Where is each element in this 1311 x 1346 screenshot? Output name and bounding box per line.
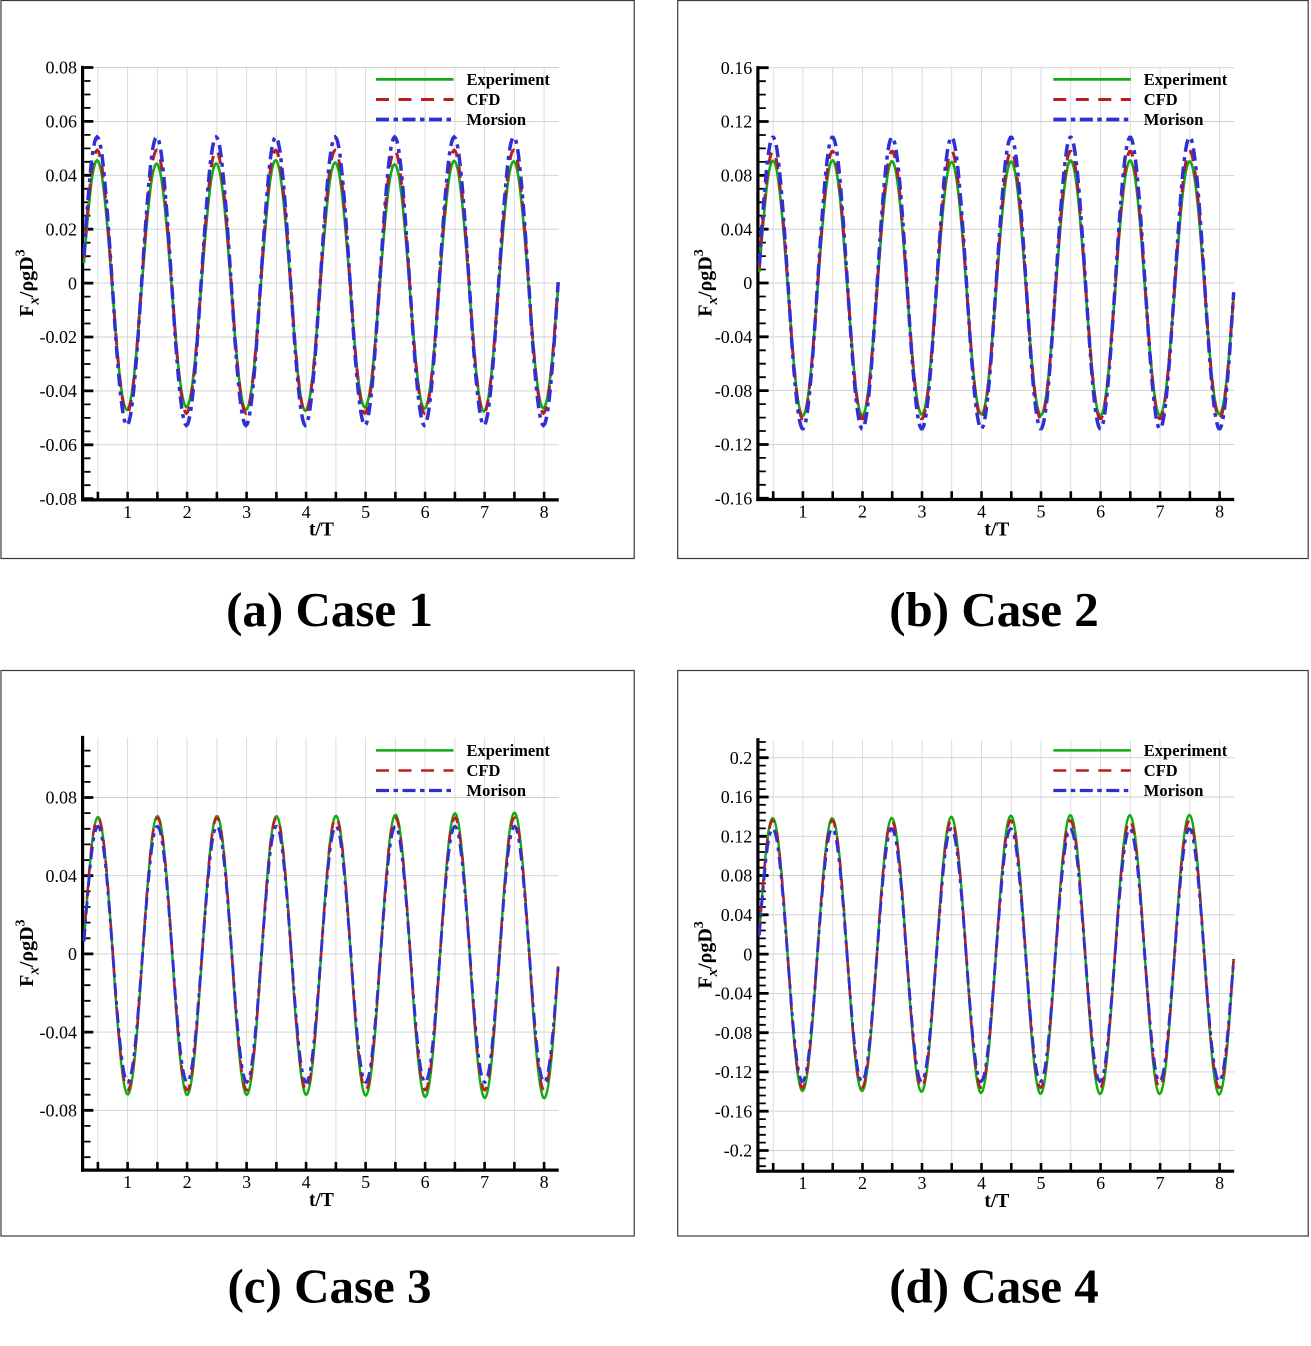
svg-text:(a) Case 1: (a) Case 1: [226, 582, 433, 637]
svg-text:Experiment: Experiment: [467, 70, 551, 89]
svg-text:-0.08: -0.08: [40, 489, 78, 509]
svg-text:7: 7: [1156, 1173, 1165, 1193]
svg-text:CFD: CFD: [1144, 90, 1178, 109]
svg-text:8: 8: [1215, 502, 1224, 522]
svg-text:Fx/ρgD3: Fx/ρgD3: [692, 921, 721, 988]
svg-text:1: 1: [123, 502, 132, 522]
svg-text:Morsion: Morsion: [467, 110, 527, 129]
svg-text:3: 3: [918, 502, 927, 522]
svg-text:(d) Case 4: (d) Case 4: [889, 1259, 1099, 1314]
svg-text:0: 0: [68, 273, 77, 293]
svg-text:Fx/ρgD3: Fx/ρgD3: [14, 919, 43, 986]
svg-text:-0.04: -0.04: [40, 381, 78, 401]
svg-text:4: 4: [302, 1172, 311, 1192]
svg-text:0.06: 0.06: [46, 112, 78, 132]
svg-text:CFD: CFD: [467, 90, 501, 109]
svg-text:7: 7: [480, 1172, 489, 1192]
svg-text:-0.08: -0.08: [40, 1101, 78, 1121]
svg-text:0.02: 0.02: [46, 219, 78, 239]
svg-text:2: 2: [858, 502, 867, 522]
svg-text:0.08: 0.08: [721, 166, 753, 186]
svg-text:2: 2: [183, 502, 192, 522]
svg-text:1: 1: [123, 1172, 132, 1192]
svg-text:Morison: Morison: [1144, 781, 1204, 800]
svg-text:2: 2: [183, 1172, 192, 1192]
svg-text:-0.06: -0.06: [40, 435, 78, 455]
svg-text:6: 6: [421, 502, 430, 522]
svg-text:-0.04: -0.04: [715, 327, 753, 347]
svg-text:7: 7: [480, 502, 489, 522]
svg-text:0.04: 0.04: [46, 166, 78, 186]
svg-text:1: 1: [798, 502, 807, 522]
svg-text:Experiment: Experiment: [1144, 70, 1228, 89]
svg-text:-0.04: -0.04: [715, 984, 753, 1004]
svg-text:Experiment: Experiment: [467, 741, 551, 760]
svg-text:-0.08: -0.08: [715, 1023, 753, 1043]
svg-text:CFD: CFD: [467, 761, 501, 780]
svg-text:6: 6: [1096, 502, 1105, 522]
svg-text:0.16: 0.16: [721, 58, 753, 78]
svg-text:-0.08: -0.08: [715, 381, 753, 401]
svg-text:Fx/ρgD3: Fx/ρgD3: [692, 249, 721, 316]
svg-text:8: 8: [540, 1172, 549, 1192]
svg-text:0.16: 0.16: [721, 787, 753, 807]
svg-text:t/T: t/T: [984, 1191, 1009, 1212]
svg-text:5: 5: [1037, 1173, 1046, 1193]
svg-text:0: 0: [68, 944, 77, 964]
svg-text:0.08: 0.08: [46, 788, 78, 808]
svg-text:0.04: 0.04: [721, 905, 753, 925]
svg-text:-0.16: -0.16: [715, 489, 753, 509]
svg-text:CFD: CFD: [1144, 761, 1178, 780]
svg-text:t/T: t/T: [309, 520, 334, 541]
svg-text:-0.12: -0.12: [715, 435, 753, 455]
svg-text:-0.02: -0.02: [40, 327, 78, 347]
svg-text:0.08: 0.08: [721, 866, 753, 886]
svg-text:6: 6: [1096, 1173, 1105, 1193]
svg-text:0.2: 0.2: [730, 748, 753, 768]
svg-text:3: 3: [242, 1172, 251, 1192]
svg-text:0.12: 0.12: [721, 827, 753, 847]
svg-text:2: 2: [858, 1173, 867, 1193]
svg-text:0.12: 0.12: [721, 112, 753, 132]
svg-text:8: 8: [1215, 1173, 1224, 1193]
svg-text:1: 1: [798, 1173, 807, 1193]
svg-text:5: 5: [361, 502, 370, 522]
svg-text:-0.2: -0.2: [724, 1141, 753, 1161]
svg-text:5: 5: [361, 1172, 370, 1192]
svg-text:0.04: 0.04: [46, 866, 78, 886]
svg-text:Experiment: Experiment: [1144, 741, 1228, 760]
svg-text:Morison: Morison: [1144, 110, 1204, 129]
svg-text:t/T: t/T: [984, 519, 1009, 540]
svg-text:-0.04: -0.04: [40, 1022, 78, 1042]
svg-text:5: 5: [1037, 502, 1046, 522]
svg-text:-0.12: -0.12: [715, 1062, 753, 1082]
svg-text:0.08: 0.08: [46, 58, 78, 78]
svg-text:8: 8: [540, 502, 549, 522]
svg-text:6: 6: [421, 1172, 430, 1192]
svg-text:4: 4: [977, 502, 986, 522]
svg-text:-0.16: -0.16: [715, 1101, 753, 1121]
svg-text:3: 3: [918, 1173, 927, 1193]
svg-text:t/T: t/T: [309, 1190, 334, 1211]
svg-text:7: 7: [1156, 502, 1165, 522]
svg-text:(b) Case 2: (b) Case 2: [889, 582, 1099, 637]
svg-text:3: 3: [242, 502, 251, 522]
svg-text:0.04: 0.04: [721, 219, 753, 239]
svg-text:4: 4: [977, 1173, 986, 1193]
svg-text:Fx/ρgD3: Fx/ρgD3: [14, 249, 43, 316]
svg-text:4: 4: [302, 502, 311, 522]
svg-text:0: 0: [743, 273, 752, 293]
svg-text:Morison: Morison: [467, 781, 527, 800]
svg-text:(c) Case 3: (c) Case 3: [227, 1259, 431, 1314]
svg-text:0: 0: [743, 944, 752, 964]
